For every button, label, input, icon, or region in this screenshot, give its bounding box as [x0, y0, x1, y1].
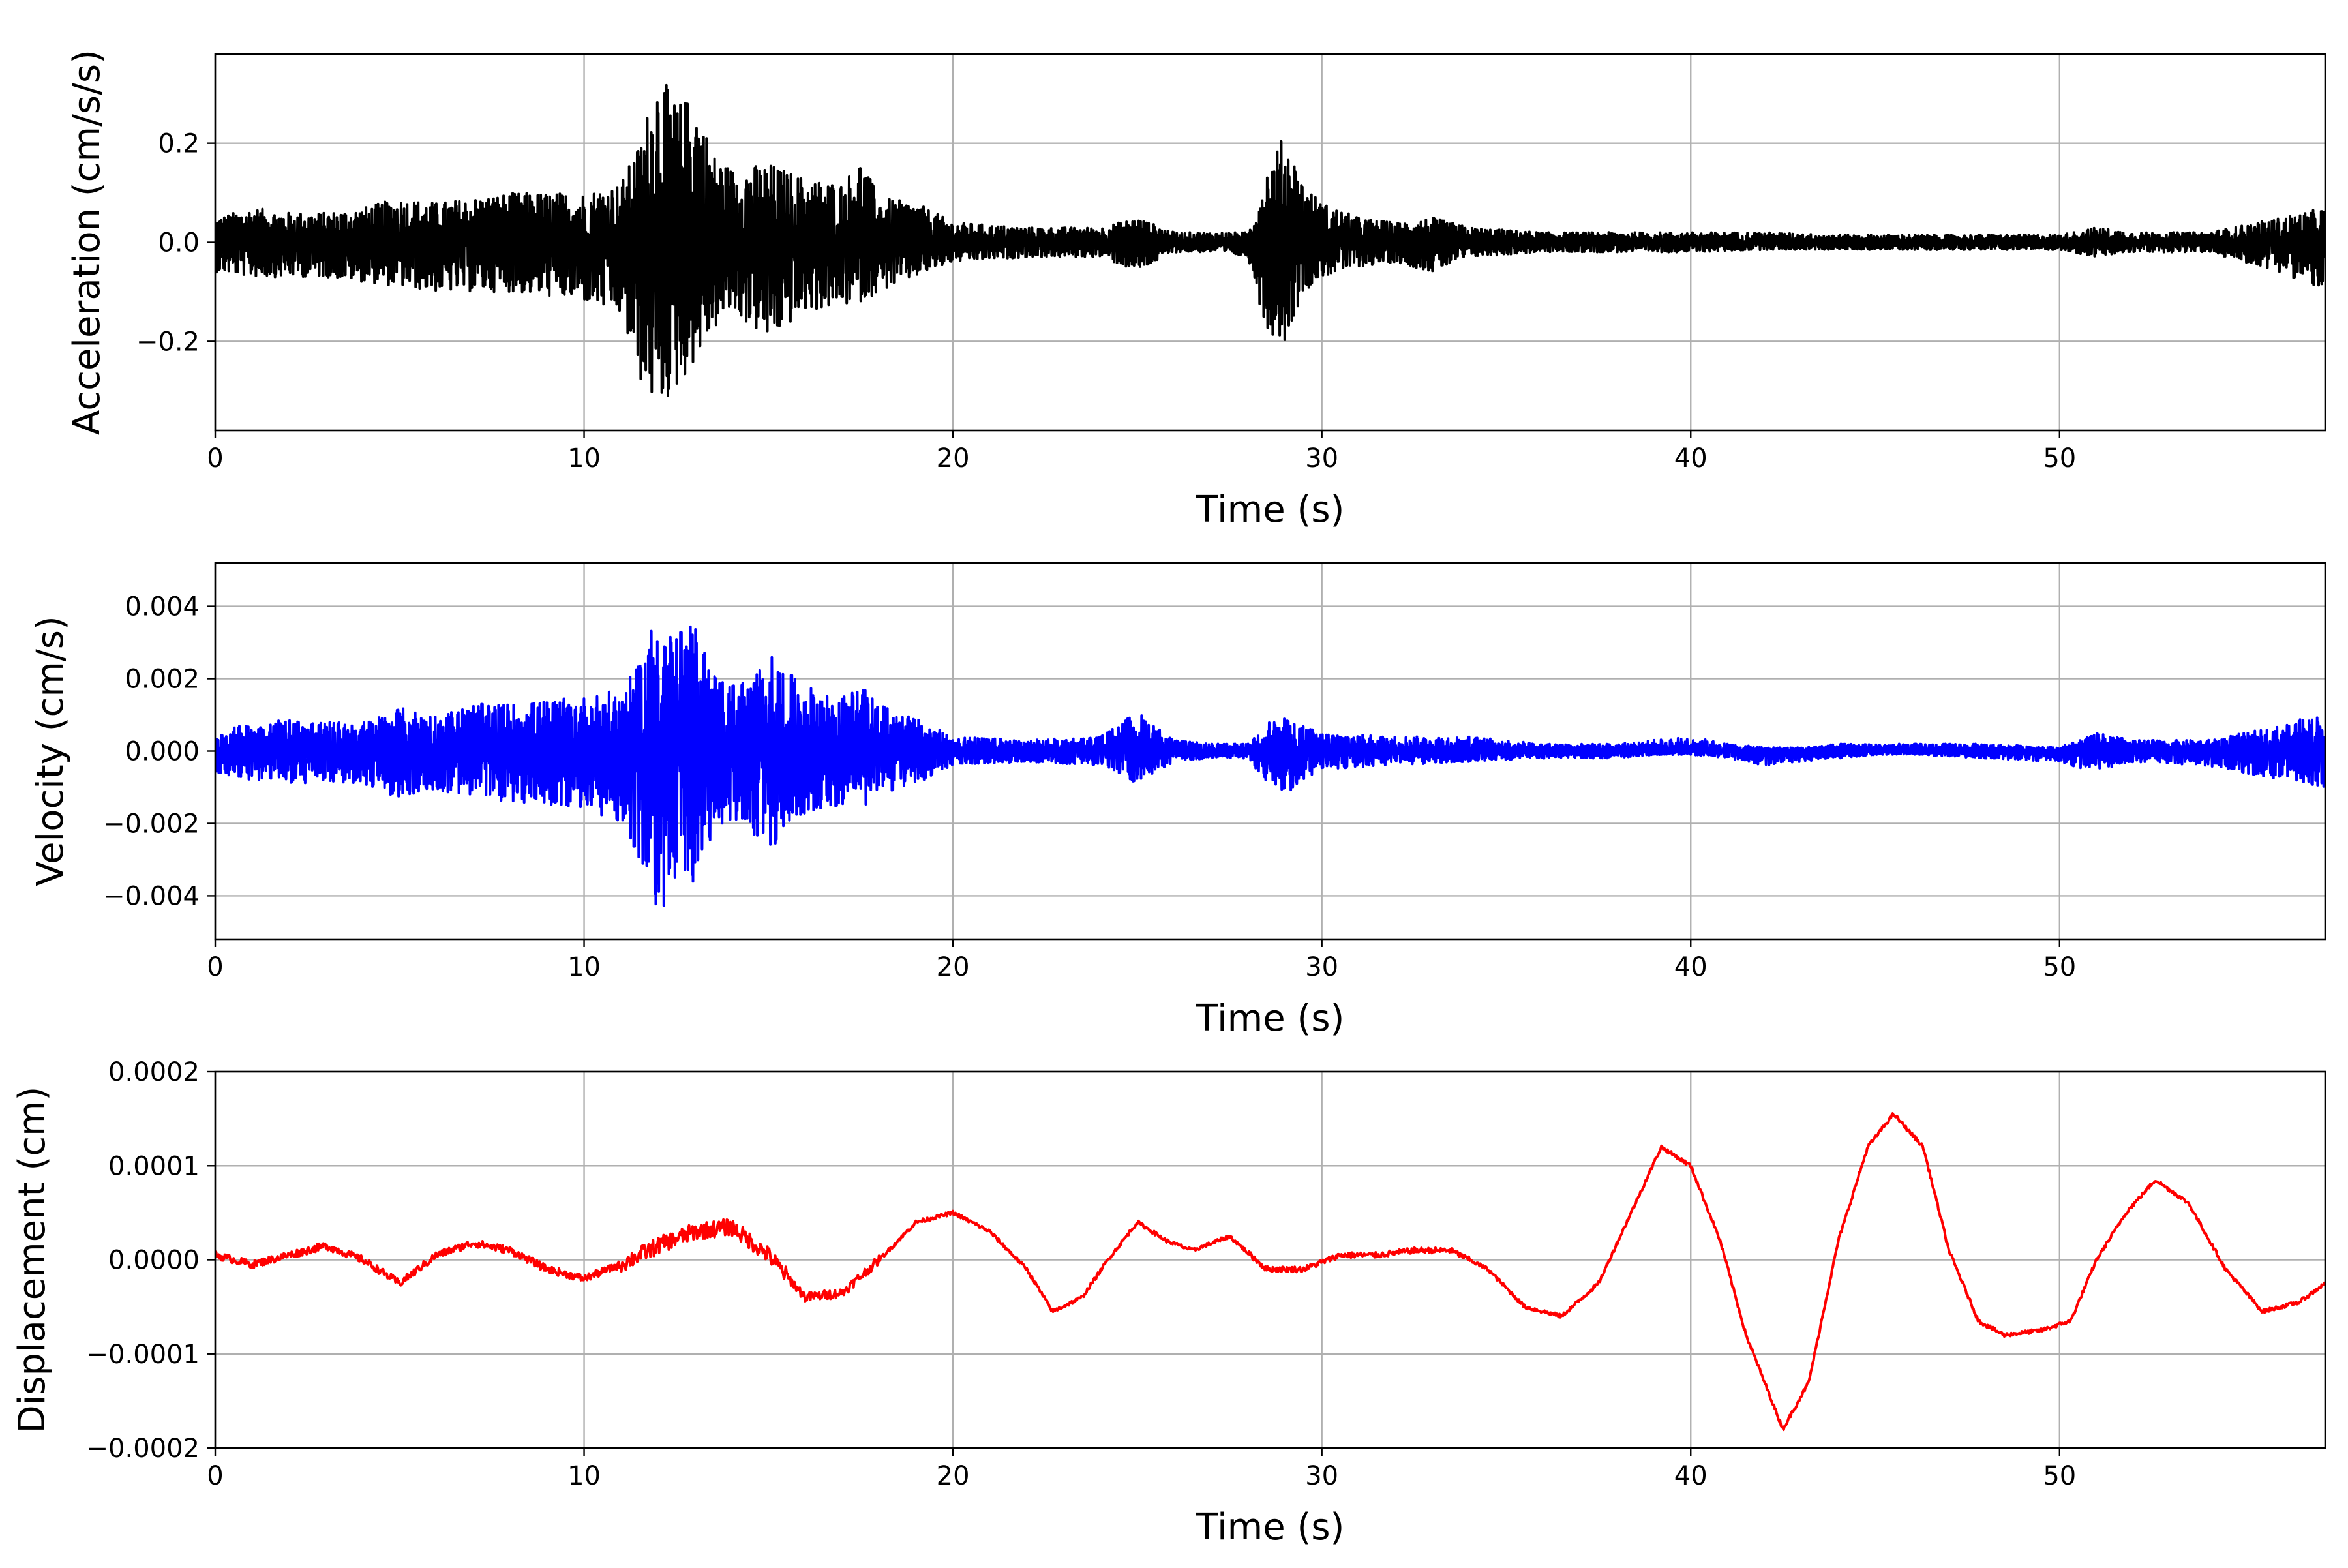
displacement-x-axis-label: Time (s) — [1196, 1506, 1345, 1548]
velocity-xtick-label-2: 20 — [937, 952, 970, 982]
acceleration-ytick-label-1: 0.0 — [158, 228, 200, 258]
velocity-series-line — [215, 625, 2325, 907]
velocity-ytick-label-4: 0.004 — [125, 592, 200, 622]
displacement-y-axis-label: Displacement (cm) — [11, 1087, 53, 1434]
acceleration-panel: 0 10 20 30 40 50 −0.2 0.0 0.2 Time (s) Acceleratio… — [66, 50, 2326, 531]
velocity-xtick-label-5: 50 — [2043, 952, 2076, 982]
displacement-ytick-label-1: −0.0001 — [87, 1340, 200, 1370]
velocity-xtick-label-1: 10 — [567, 952, 601, 982]
displacement-xtick-label-5: 50 — [2043, 1461, 2076, 1491]
velocity-xtick-label-0: 0 — [207, 952, 223, 982]
velocity-xtick-label-4: 40 — [1674, 952, 1708, 982]
velocity-ytick-label-3: 0.002 — [125, 665, 200, 695]
velocity-ytick-label-2: 0.000 — [125, 737, 200, 767]
displacement-panel: 0 10 20 30 40 50 −0.0002 −0.0001 0.0000 0.0001 0.0… — [11, 1057, 2326, 1548]
acceleration-xtick-label-0: 0 — [207, 444, 223, 474]
displacement-xtick-label-3: 30 — [1305, 1461, 1338, 1491]
velocity-y-axis-label: Velocity (cm/s) — [29, 616, 72, 886]
velocity-ytick-label-1: −0.002 — [103, 809, 200, 839]
acceleration-series-line — [215, 83, 2325, 397]
displacement-xtick-label-1: 10 — [567, 1461, 601, 1491]
acceleration-x-axis-label: Time (s) — [1196, 489, 1345, 531]
displacement-ytick-label-3: 0.0001 — [108, 1151, 200, 1181]
acceleration-xtick-label-2: 20 — [937, 444, 970, 474]
displacement-ytick-label-2: 0.0000 — [108, 1246, 200, 1276]
acceleration-xtick-label-3: 30 — [1305, 444, 1338, 474]
acceleration-xtick-label-4: 40 — [1674, 444, 1708, 474]
displacement-series-line — [215, 1112, 2325, 1432]
displacement-xtick-label-0: 0 — [207, 1461, 223, 1491]
velocity-ytick-label-0: −0.004 — [103, 881, 200, 911]
displacement-ytick-label-4: 0.0002 — [108, 1057, 200, 1087]
acceleration-ytick-label-0: −0.2 — [136, 327, 200, 357]
acceleration-y-axis-label: Acceleration (cm/s/s) — [66, 50, 108, 435]
acceleration-xtick-label-5: 50 — [2043, 444, 2076, 474]
acceleration-ytick-label-2: 0.2 — [158, 129, 200, 159]
velocity-panel: 0 10 20 30 40 50 −0.004 −0.002 0.000 0.002 0.004 Ti… — [29, 562, 2326, 1040]
velocity-xtick-label-3: 30 — [1305, 952, 1338, 982]
displacement-xtick-label-2: 20 — [937, 1461, 970, 1491]
acceleration-xtick-label-1: 10 — [567, 444, 601, 474]
displacement-ytick-label-0: −0.0002 — [87, 1434, 200, 1464]
displacement-xtick-label-4: 40 — [1674, 1461, 1708, 1491]
velocity-x-axis-label: Time (s) — [1196, 997, 1345, 1040]
